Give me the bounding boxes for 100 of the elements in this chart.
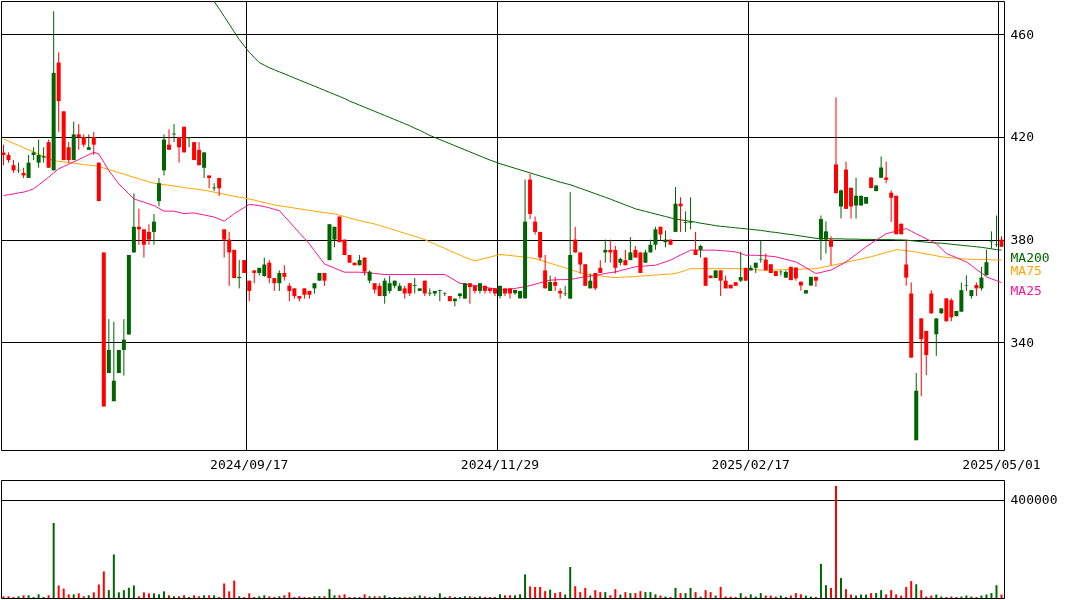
bar — [609, 595, 612, 598]
candlestick — [41, 146, 46, 164]
bar — [829, 587, 832, 598]
bar — [47, 595, 50, 598]
candlestick — [583, 263, 588, 287]
candlestick — [653, 226, 658, 251]
bar — [338, 595, 341, 598]
bar — [228, 591, 231, 598]
bar — [689, 587, 692, 598]
x-tick-label: 2024/11/29 — [460, 456, 540, 472]
bar — [920, 590, 923, 598]
candlestick — [121, 318, 126, 377]
bar — [142, 592, 145, 598]
candlestick — [839, 189, 844, 220]
candlestick — [738, 251, 743, 283]
bar — [418, 595, 421, 598]
candlestick — [813, 276, 818, 288]
bar — [995, 585, 998, 598]
candlestick — [828, 235, 833, 266]
candlestick — [964, 274, 969, 292]
series-label: MA200 — [1010, 250, 1050, 266]
candlestick — [267, 259, 272, 284]
bar — [584, 587, 587, 598]
series-label: MA75 — [1010, 263, 1042, 279]
candlestick — [934, 317, 939, 357]
bar — [794, 593, 797, 598]
y-tick-label: 420 — [1010, 129, 1034, 145]
candlestick — [688, 196, 693, 230]
bar — [157, 594, 160, 598]
bar — [875, 593, 878, 598]
bar — [168, 595, 170, 598]
bar — [77, 593, 80, 598]
x-tick-label: 2025/05/01 — [962, 456, 1041, 472]
bar — [213, 595, 216, 598]
bar — [122, 590, 125, 598]
bar — [208, 595, 211, 598]
bar — [27, 595, 30, 598]
bar — [674, 587, 677, 598]
candlestick — [979, 266, 984, 292]
candlestick — [944, 297, 949, 323]
bar — [504, 595, 507, 598]
bar — [719, 586, 722, 598]
bar — [162, 591, 165, 598]
bar — [835, 485, 837, 598]
candlestick — [798, 281, 803, 292]
candlestick — [111, 321, 116, 402]
bar — [594, 590, 597, 598]
bar — [684, 593, 687, 598]
candlestick — [1, 144, 6, 166]
bar — [223, 583, 226, 598]
candlestick — [91, 131, 96, 156]
bar — [52, 523, 55, 598]
bar — [147, 593, 150, 598]
bar — [569, 567, 572, 598]
bar — [233, 580, 236, 598]
candlestick — [207, 174, 212, 189]
bar — [915, 584, 918, 598]
bar — [57, 585, 60, 598]
y-tick-label: 340 — [1010, 334, 1034, 350]
bar — [438, 593, 441, 598]
bar — [524, 574, 527, 598]
bar — [895, 594, 898, 598]
candlestick — [412, 277, 417, 294]
bar — [614, 589, 617, 598]
bar — [248, 593, 251, 598]
bar — [72, 594, 75, 598]
bar — [739, 593, 742, 598]
bar — [519, 594, 522, 598]
candlestick — [573, 226, 578, 253]
candlestick — [854, 177, 859, 220]
candlestick — [146, 223, 151, 246]
bar — [840, 578, 843, 598]
bar — [819, 563, 822, 598]
bar — [704, 590, 707, 598]
bar — [629, 593, 632, 598]
candlestick — [758, 240, 763, 264]
bar — [549, 589, 552, 598]
bar — [383, 595, 386, 598]
bar — [624, 592, 627, 598]
bar — [514, 595, 517, 598]
candlestick — [76, 123, 81, 151]
candlestick — [106, 318, 111, 374]
candlestick — [929, 289, 934, 315]
candlestick — [578, 251, 583, 274]
x-tick-label: 2025/02/17 — [711, 456, 790, 472]
bar — [694, 592, 697, 598]
bar — [97, 584, 100, 598]
bar — [749, 594, 752, 598]
bar — [132, 585, 135, 598]
bar — [328, 589, 331, 598]
candlestick — [227, 231, 232, 287]
candlestick — [277, 269, 282, 292]
bar — [283, 595, 286, 598]
x-tick-label: 2024/09/17 — [210, 456, 289, 472]
bar — [193, 595, 196, 598]
bar — [343, 594, 346, 598]
bar — [649, 592, 652, 598]
bar — [67, 594, 70, 598]
bar — [845, 589, 848, 598]
bar — [634, 593, 637, 598]
